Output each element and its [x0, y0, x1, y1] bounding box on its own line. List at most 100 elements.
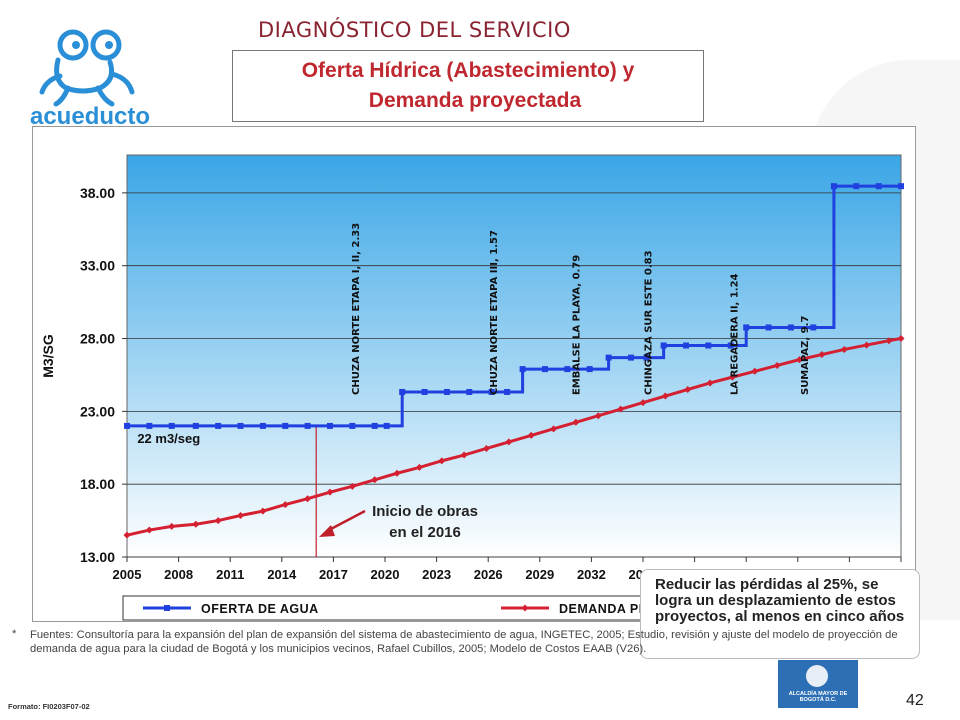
supply-point [466, 388, 473, 395]
logo-wordmark: acueducto [30, 103, 150, 130]
project-label: SUMAPAZ, 9.7 [800, 316, 811, 395]
supply-point [488, 388, 495, 395]
bogota-city-logo: ALCALDÍA MAYOR DE BOGOTÁ D.C. [778, 660, 858, 708]
project-label: CHUZA NORTE ETAPA III, 1.57 [489, 230, 500, 395]
supply-point [765, 324, 772, 331]
x-tick-label: 2020 [371, 567, 400, 582]
y-axis-label: M3/SG [40, 334, 56, 378]
project-label: CHINGAZA SUR ESTE 0.83 [644, 250, 655, 395]
project-label: EMBALSE LA PLAYA, 0.79 [571, 255, 582, 395]
demand-point [326, 488, 334, 496]
y-tick-label: 18.00 [80, 476, 115, 492]
supply-point [304, 422, 311, 429]
section-title: DIAGNÓSTICO DEL SERVICIO [258, 18, 571, 42]
supply-point [443, 388, 450, 395]
demand-point [348, 482, 356, 490]
x-tick-label: 2017 [319, 567, 348, 582]
demand-point [885, 337, 893, 345]
demand-point [840, 345, 848, 353]
supply-point [124, 422, 130, 429]
supply-point [349, 422, 356, 429]
demand-point [259, 507, 267, 515]
supply-point [875, 183, 882, 190]
demand-point [460, 451, 468, 459]
acueducto-logo: acueducto [28, 20, 158, 130]
format-code: Formato: FI0203F07-02 [8, 702, 90, 711]
supply-point [259, 422, 266, 429]
project-label: LA REGADERA II, 1.24 [730, 273, 741, 395]
y-tick-label: 33.00 [80, 258, 115, 274]
supply-point [787, 324, 794, 331]
supply-point [215, 422, 222, 429]
demand-point [168, 522, 176, 530]
demand-point [438, 457, 446, 465]
x-tick-label: 2029 [525, 567, 554, 582]
demand-point [773, 361, 781, 369]
demand-point [527, 431, 535, 439]
demand-point [684, 386, 692, 393]
x-tick-label: 2014 [267, 567, 297, 582]
supply-point [643, 354, 650, 361]
start-supply-label: 22 m3/seg [137, 431, 200, 446]
demand-point [594, 412, 602, 420]
demand-point [237, 511, 245, 519]
project-label: CHUZA NORTE ETAPA I, II, 2.33 [351, 223, 362, 395]
demand-point [572, 418, 580, 426]
supply-point [727, 342, 734, 349]
title-box: Oferta Hídrica (Abastecimiento) y Demand… [232, 50, 704, 122]
x-tick-label: 2023 [422, 567, 451, 582]
supply-point [898, 183, 904, 190]
demand-point [863, 341, 871, 349]
y-tick-label: 23.00 [80, 403, 115, 419]
chart: 13.00 18.00 23.00 28.00 33.00 38.00 2005 2008 20… [40, 154, 915, 621]
x-tick-label: 2005 [113, 567, 142, 582]
supply-point [519, 366, 526, 373]
supply-point [541, 366, 548, 373]
demand-point [728, 373, 736, 381]
x-tick-label: 2032 [577, 567, 606, 582]
demand-point [617, 405, 625, 413]
x-tick-label: 2011 [216, 567, 244, 582]
supply-point [399, 388, 406, 395]
demand-point [415, 463, 423, 471]
demand-series-line [126, 337, 902, 537]
x-tick-label: 2008 [164, 567, 193, 582]
supply-point [192, 422, 199, 429]
slide-title-line1: Oferta Hídrica (Abastecimiento) y [301, 59, 635, 82]
demand-point [550, 425, 558, 433]
supply-point [237, 422, 244, 429]
footnote: Fuentes: Consultoría para la expansión d… [30, 629, 898, 655]
note-box: Reducir las pérdidas al 25%, se logra un… [640, 569, 920, 659]
supply-point [605, 354, 612, 361]
legend-marker [164, 605, 170, 611]
supply-point [660, 342, 667, 349]
supply-point [168, 422, 175, 429]
supply-point [371, 422, 378, 429]
arrow-head-icon [319, 525, 335, 537]
demand-point [639, 399, 647, 407]
demand-point [192, 520, 200, 528]
footnote-marker: * [12, 628, 17, 640]
legend-marker [521, 604, 529, 612]
supply-point [282, 422, 289, 429]
page-number: 42 [906, 692, 924, 709]
supply-point [326, 422, 333, 429]
demand-point [304, 495, 312, 503]
demand-point [751, 367, 759, 375]
supply-point [830, 183, 837, 190]
demand-point [371, 476, 379, 484]
y-tick-label: 38.00 [80, 185, 115, 201]
demand-point [145, 526, 153, 534]
y-tick-label: 13.00 [80, 549, 115, 565]
x-tick-label: 2026 [474, 567, 503, 582]
demand-point [706, 379, 714, 387]
demand-point [281, 501, 289, 509]
city-logo-text: ALCALDÍA MAYOR DE BOGOTÁ D.C. [788, 691, 848, 703]
supply-point [383, 422, 390, 429]
supply-series-line [127, 184, 901, 428]
chart-frame: 13.00 18.00 23.00 28.00 33.00 38.00 2005 2008 20… [32, 126, 920, 659]
demand-point [796, 356, 804, 364]
slide-title-line2: Demanda proyectada [368, 89, 582, 112]
supply-point [146, 422, 153, 429]
demand-point [897, 335, 905, 343]
